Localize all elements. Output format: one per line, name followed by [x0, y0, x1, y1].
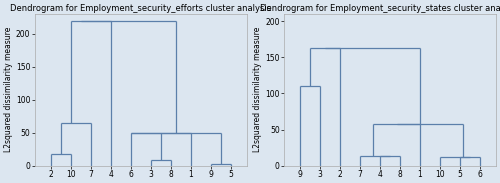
Y-axis label: L2squared dissimilarity measure: L2squared dissimilarity measure: [4, 27, 13, 152]
Y-axis label: L2squared dissimilarity measure: L2squared dissimilarity measure: [254, 27, 262, 152]
Title: Dendrogram for Employment_security_efforts cluster analysis: Dendrogram for Employment_security_effor…: [10, 4, 271, 13]
Title: Dendrogram for Employment_security_states cluster analysis: Dendrogram for Employment_security_state…: [260, 4, 500, 13]
